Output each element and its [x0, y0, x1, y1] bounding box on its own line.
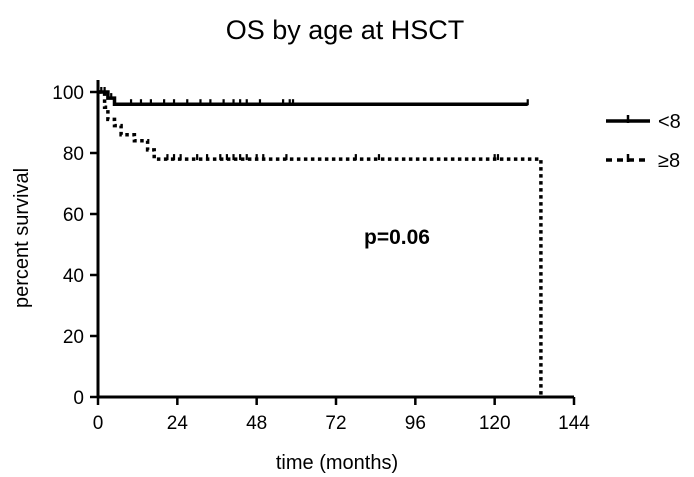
x-tick-label: 120: [479, 413, 511, 434]
y-tick-label: 80: [63, 144, 84, 165]
plot-series: [98, 87, 543, 397]
x-tick-label: 48: [246, 413, 267, 434]
p-value-annotation: p=0.06: [364, 226, 430, 249]
x-tick-label: 24: [167, 413, 189, 434]
y-tick-label: 100: [52, 83, 84, 104]
series-line-1: [98, 90, 528, 106]
x-axis-title: time (months): [276, 452, 398, 474]
chart-title: OS by age at HSCT: [226, 15, 465, 45]
x-axis: 0 24 48 72 96 120 144: [93, 395, 590, 434]
x-tick-label: 72: [325, 413, 346, 434]
y-axis: 0 20 40 60 80 100: [52, 80, 100, 409]
x-tick-label: 96: [405, 413, 426, 434]
y-tick-label: 20: [63, 327, 84, 348]
legend-label-1: <8: [658, 111, 681, 133]
legend-label-2: ≥8: [658, 150, 680, 172]
x-tick-label: 0: [93, 413, 104, 434]
y-tick-label: 0: [73, 388, 84, 409]
y-tick-label: 60: [63, 205, 84, 226]
y-axis-title: percent survival: [11, 168, 33, 308]
y-tick-label: 40: [63, 266, 84, 287]
series-line-2: [98, 90, 543, 397]
legend: <8 ≥8: [606, 111, 681, 172]
x-tick-label: 144: [558, 413, 590, 434]
